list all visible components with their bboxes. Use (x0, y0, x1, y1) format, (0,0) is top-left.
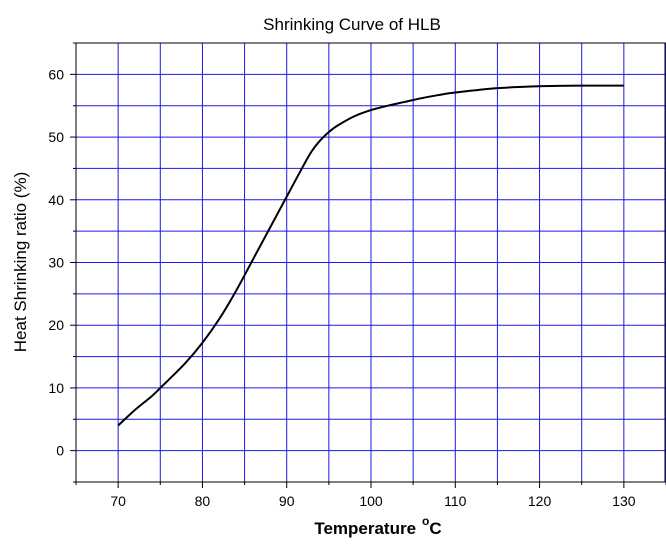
x-axis-label: Temperature oC (314, 514, 441, 538)
y-tick-label: 20 (48, 317, 64, 333)
y-tick-label: 40 (48, 192, 64, 208)
y-tick-label: 50 (48, 129, 64, 145)
x-tick-label: 90 (279, 493, 295, 509)
chart-title: Shrinking Curve of HLB (263, 15, 441, 34)
y-tick-label: 30 (48, 255, 64, 271)
x-tick-label: 70 (110, 493, 126, 509)
x-tick-label: 80 (195, 493, 211, 509)
x-axis-unit-sup: o (422, 514, 429, 528)
grid (75, 42, 666, 483)
y-tick-labels: 0 10 20 30 40 50 60 (48, 66, 64, 458)
y-tick-label: 0 (56, 443, 64, 459)
y-axis-label: Heat Shrinking ratio (%) (11, 172, 30, 352)
x-axis-label-text: Temperature (314, 519, 416, 538)
y-tick-label: 60 (48, 66, 64, 82)
x-tick-label: 120 (528, 493, 552, 509)
x-tick-labels: 70 80 90 100 110 120 130 (110, 493, 635, 509)
x-tick-label: 100 (359, 493, 383, 509)
y-tick-label: 10 (48, 380, 64, 396)
x-tick-label: 130 (612, 493, 636, 509)
series-line (117, 84, 624, 427)
x-tick-label: 110 (444, 493, 467, 509)
x-axis-unit: C (429, 519, 441, 538)
ticks (70, 42, 666, 488)
